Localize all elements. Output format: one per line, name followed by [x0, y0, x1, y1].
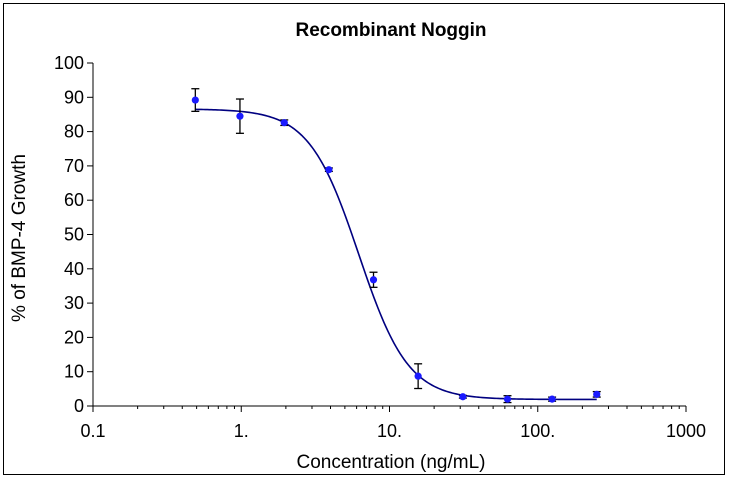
data-points: [191, 88, 601, 404]
data-point: [325, 166, 333, 174]
data-point: [593, 390, 601, 398]
fit-curve: [195, 108, 597, 401]
y-tick-label: 60: [64, 190, 84, 210]
x-tick-label: 0.1: [80, 421, 105, 441]
x-tick-label: 10.: [377, 421, 402, 441]
y-tick-label: 70: [64, 156, 84, 176]
chart-title: Recombinant Noggin: [295, 20, 486, 41]
x-axis-label: Concentration (ng/mL): [296, 452, 485, 473]
y-tick-label: 40: [64, 259, 84, 279]
data-point: [236, 112, 244, 120]
data-point: [459, 393, 467, 401]
ticks: 0.1 1. 10. 100. 1000 0 10 20 30 40 50 60 70 80 90 100: [54, 53, 706, 441]
y-tick-label: 100: [54, 53, 84, 73]
y-tick-label: 0: [74, 396, 84, 416]
x-tick-label: 1.: [234, 421, 249, 441]
data-point: [280, 119, 288, 127]
data-point: [503, 395, 512, 403]
data-point: [369, 276, 378, 284]
x-tick-label: 100.: [520, 421, 555, 441]
y-tick-label: 20: [64, 327, 84, 347]
y-axis-label: % of BMP-4 Growth: [9, 154, 30, 322]
x-tick-label: 1000: [666, 421, 706, 441]
y-tick-label: 50: [64, 225, 84, 245]
y-tick-label: 80: [64, 122, 84, 142]
y-tick-label: 30: [64, 293, 84, 313]
y-tick-label: 90: [64, 87, 84, 107]
data-point: [414, 372, 422, 380]
y-tick-label: 10: [64, 362, 84, 382]
chart-frame: [3, 3, 725, 475]
data-point: [191, 96, 199, 104]
fit-curve-group: [195, 108, 597, 401]
axes: [92, 63, 686, 407]
data-point: [548, 395, 556, 403]
